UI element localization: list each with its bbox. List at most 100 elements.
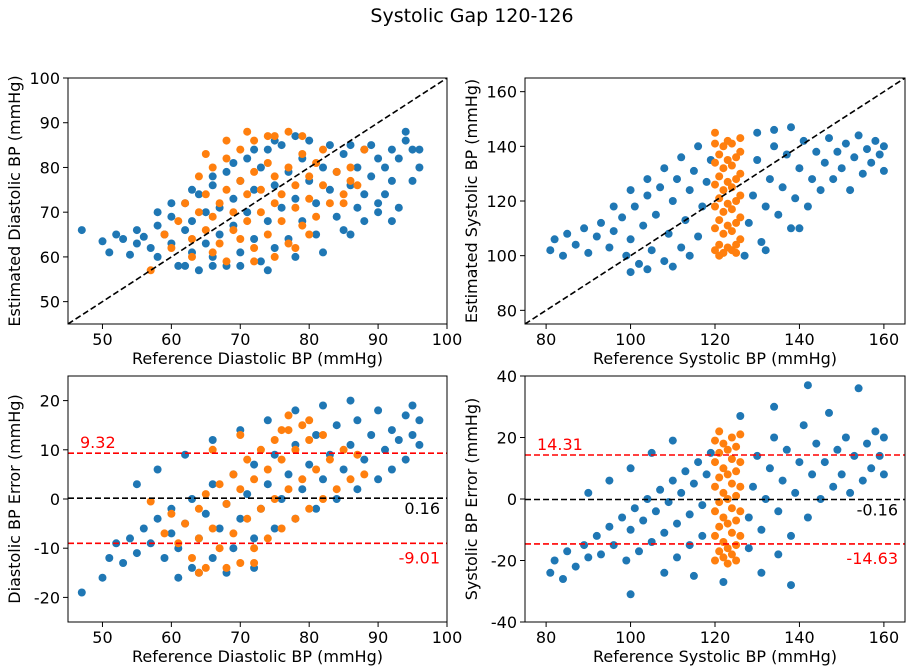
data-point	[723, 199, 732, 208]
data-point	[643, 265, 652, 274]
data-point	[656, 485, 665, 494]
data-point	[132, 480, 141, 489]
data-point	[761, 495, 770, 503]
data-point	[820, 458, 829, 467]
data-point	[222, 563, 231, 572]
data-point	[387, 176, 396, 185]
data-point	[243, 208, 252, 217]
x-tick-label: 50	[92, 628, 112, 647]
data-point	[236, 431, 245, 439]
data-point	[263, 132, 272, 141]
data-point	[236, 261, 245, 270]
data-point	[270, 199, 279, 208]
data-point	[291, 244, 300, 252]
x-tick-label: 90	[368, 330, 388, 349]
data-point	[715, 240, 724, 249]
data-point	[201, 509, 210, 518]
data-point	[201, 208, 210, 217]
data-point	[711, 482, 719, 491]
data-point	[660, 164, 669, 173]
data-point	[833, 445, 842, 454]
data-point	[346, 176, 355, 185]
data-point	[208, 445, 217, 454]
data-point	[250, 534, 259, 543]
data-point	[803, 381, 812, 390]
data-point	[146, 244, 155, 252]
data-point	[208, 181, 217, 190]
data-point	[719, 207, 728, 216]
data-point	[698, 531, 707, 540]
data-point	[346, 163, 355, 172]
data-point	[222, 499, 231, 508]
data-point	[841, 139, 850, 148]
data-point	[167, 529, 176, 538]
data-point	[694, 458, 703, 467]
data-point	[723, 544, 732, 553]
data-point	[643, 191, 652, 200]
data-point	[799, 421, 808, 430]
data-point	[647, 246, 656, 255]
data-point	[584, 248, 593, 257]
data-point	[188, 185, 196, 194]
data-point	[744, 218, 753, 227]
data-point	[139, 524, 148, 533]
data-point	[250, 145, 259, 154]
y-tick-label: -20	[491, 552, 517, 571]
data-point	[401, 411, 410, 420]
data-point	[208, 248, 217, 257]
data-point	[626, 525, 635, 534]
plot-frame	[67, 77, 448, 325]
data-point	[626, 235, 635, 244]
data-point	[605, 522, 614, 531]
data-point	[592, 531, 601, 540]
series-1	[711, 427, 745, 568]
data-point	[689, 479, 698, 488]
data-point	[284, 239, 293, 248]
data-point	[222, 257, 231, 266]
x-axis-label: Reference Diastolic BP (mmHg)	[132, 647, 383, 666]
subplot-diastolic-error: 9.32 0.16 -9.01 50 60 70 80 90 100 -20 -10 0 10 20 Ref…	[5, 375, 462, 666]
data-point	[736, 458, 745, 467]
data-point	[325, 141, 334, 150]
data-point	[319, 401, 327, 410]
data-point	[795, 224, 804, 233]
data-point	[236, 235, 245, 243]
data-point	[723, 470, 732, 479]
data-point	[727, 433, 736, 442]
data-point	[291, 132, 300, 141]
data-point	[339, 465, 348, 474]
data-point	[188, 252, 196, 261]
data-point	[146, 497, 155, 506]
data-point	[571, 240, 580, 249]
y-tick-label: 20	[497, 429, 517, 448]
y-tick-label: 50	[40, 293, 60, 312]
data-point	[215, 544, 224, 553]
data-point	[339, 190, 348, 199]
data-point	[867, 158, 876, 167]
data-point	[374, 406, 383, 415]
data-point	[846, 488, 855, 497]
data-point	[829, 482, 838, 491]
data-point	[736, 531, 745, 540]
data-point	[215, 230, 224, 239]
data-point	[208, 172, 217, 181]
y-axis-label: Estimated Systolic BP (mmHg)	[462, 79, 481, 323]
data-point	[609, 227, 618, 236]
data-point	[250, 136, 259, 145]
data-point	[208, 554, 217, 562]
data-point	[353, 181, 362, 190]
data-point	[719, 439, 728, 448]
data-point	[597, 218, 605, 227]
data-point	[367, 431, 376, 439]
data-point	[174, 261, 183, 270]
data-point	[803, 202, 812, 211]
data-point	[188, 554, 196, 562]
data-point	[711, 246, 719, 255]
data-point	[719, 142, 728, 151]
data-point	[732, 491, 741, 500]
data-point	[153, 252, 162, 261]
hline-label-1: -0.16	[857, 500, 898, 519]
data-point	[681, 467, 690, 476]
data-point	[757, 568, 766, 577]
